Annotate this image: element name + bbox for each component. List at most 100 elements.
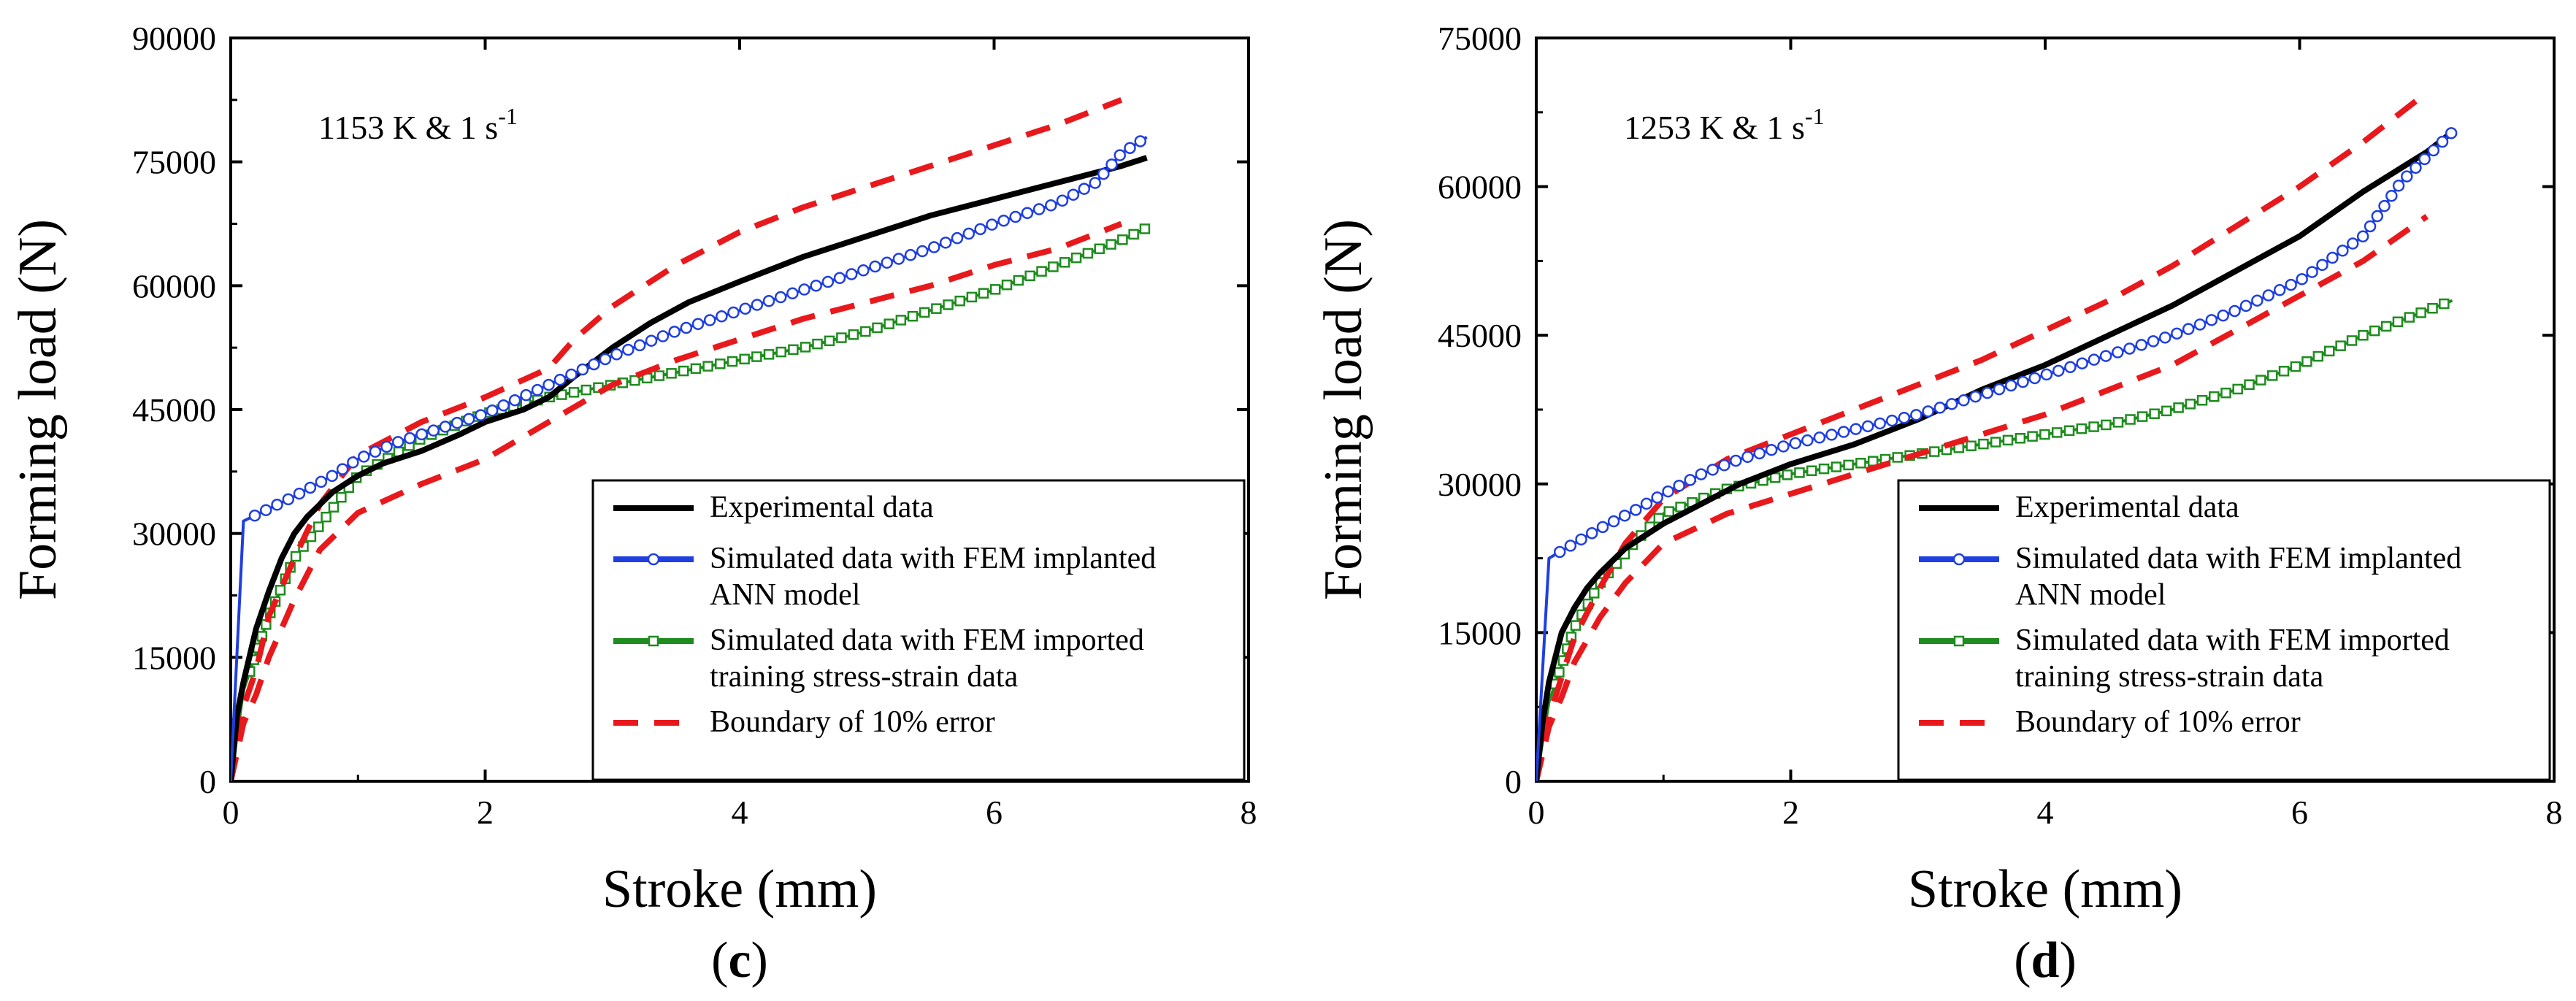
legend-item: Boundary of 10% error xyxy=(1919,705,2301,739)
data-point xyxy=(919,307,930,318)
data-point xyxy=(1813,432,1826,444)
data-point xyxy=(2161,405,2172,417)
series-line xyxy=(1536,214,2429,781)
data-point xyxy=(2301,356,2312,367)
data-point xyxy=(2404,312,2415,323)
data-point xyxy=(497,399,510,412)
data-point xyxy=(2028,372,2041,385)
data-point xyxy=(845,268,858,280)
y-tick-label: 45000 xyxy=(1438,317,1522,354)
data-point xyxy=(2278,366,2290,377)
series-boundary-of-10-error-lower- xyxy=(1536,214,2429,781)
data-point xyxy=(2228,304,2241,318)
data-point xyxy=(680,321,693,334)
data-point xyxy=(2196,395,2208,406)
data-point xyxy=(326,469,339,483)
data-point xyxy=(2076,423,2088,434)
legend-label: Boundary of 10% error xyxy=(2015,705,2301,739)
data-point xyxy=(2171,327,2183,340)
data-point xyxy=(883,318,894,329)
data-point xyxy=(321,511,331,523)
data-point xyxy=(315,475,328,488)
data-point xyxy=(1843,459,1854,471)
panel-label: (d) xyxy=(2014,932,2077,989)
data-point xyxy=(2337,245,2349,257)
data-point xyxy=(2371,210,2384,223)
data-point xyxy=(907,310,919,322)
data-point xyxy=(380,440,393,453)
data-point xyxy=(580,384,591,396)
data-point xyxy=(966,291,978,303)
data-point xyxy=(962,227,975,240)
data-point xyxy=(1105,239,1116,250)
data-point xyxy=(1618,509,1631,522)
data-point xyxy=(727,306,740,319)
data-point xyxy=(1651,491,1663,504)
condition-annotation: 1253 K & 1 s-1 xyxy=(1624,103,1825,146)
data-point xyxy=(2088,421,2099,432)
data-point xyxy=(1653,513,1665,524)
data-point xyxy=(282,493,295,506)
data-point xyxy=(892,253,905,265)
data-point xyxy=(2439,298,2450,310)
data-point xyxy=(1990,437,2001,448)
data-point xyxy=(248,509,261,522)
legend-label: ANN model xyxy=(2015,578,2166,612)
data-point xyxy=(475,409,487,421)
legend-item: Boundary of 10% error xyxy=(613,705,995,739)
data-point xyxy=(786,287,799,300)
data-point xyxy=(1806,465,1817,476)
data-point xyxy=(702,361,713,372)
data-point xyxy=(1969,390,1982,403)
data-point xyxy=(716,310,728,323)
data-point xyxy=(336,491,347,503)
data-point xyxy=(2410,161,2422,174)
series-boundary-of-10-error xyxy=(1536,90,2429,781)
data-point xyxy=(1596,521,1609,534)
condition-exponent: -1 xyxy=(498,103,518,129)
y-tick-label: 60000 xyxy=(132,267,216,304)
data-point xyxy=(833,272,846,285)
data-point xyxy=(1928,446,1940,457)
data-point xyxy=(599,353,612,366)
data-point xyxy=(2251,294,2263,307)
data-point xyxy=(2051,427,2063,438)
data-point xyxy=(2063,425,2075,437)
data-point xyxy=(1777,440,1790,453)
data-point xyxy=(2147,335,2160,348)
y-tick-label: 45000 xyxy=(132,391,216,429)
data-point xyxy=(1765,443,1778,456)
data-point xyxy=(1059,257,1070,268)
data-point xyxy=(943,299,954,310)
data-point xyxy=(2364,220,2377,233)
data-point xyxy=(895,315,907,326)
data-point xyxy=(954,295,965,307)
data-point xyxy=(2312,350,2324,362)
data-point xyxy=(2052,364,2065,377)
data-point xyxy=(1818,463,1830,475)
data-point xyxy=(2306,266,2318,278)
data-point xyxy=(2088,353,2101,366)
data-point xyxy=(1564,540,1577,552)
x-tick-label: 8 xyxy=(2546,794,2563,831)
data-point xyxy=(1036,266,1047,277)
data-point xyxy=(2415,307,2426,318)
data-point xyxy=(1001,279,1013,291)
condition-annotation: 1153 K & 1 s-1 xyxy=(318,103,518,146)
chart-panel-d: 0 2 4 6 8 0 15000 30000 45000 60000 75000 Stroke (m… xyxy=(1314,20,2563,989)
data-point xyxy=(568,387,580,398)
series-experimental-data xyxy=(1536,129,2455,781)
data-point xyxy=(788,344,799,356)
data-point xyxy=(691,318,705,331)
x-axis-title: Stroke (mm) xyxy=(1908,859,2182,919)
data-point xyxy=(690,363,702,375)
legend-item: Simulated data with FEM importedtraining… xyxy=(613,624,1144,694)
data-point xyxy=(739,302,751,315)
series-simulated-data-with-fem-implanted-ann-model xyxy=(231,135,1148,781)
series-line xyxy=(231,97,1123,781)
data-point xyxy=(739,353,750,365)
data-point xyxy=(1630,504,1642,516)
chart-panel-c: 0 2 4 6 8 0 15000 30000 45000 60000 75000 90000 Stro… xyxy=(8,20,1257,989)
data-point xyxy=(2427,144,2440,157)
